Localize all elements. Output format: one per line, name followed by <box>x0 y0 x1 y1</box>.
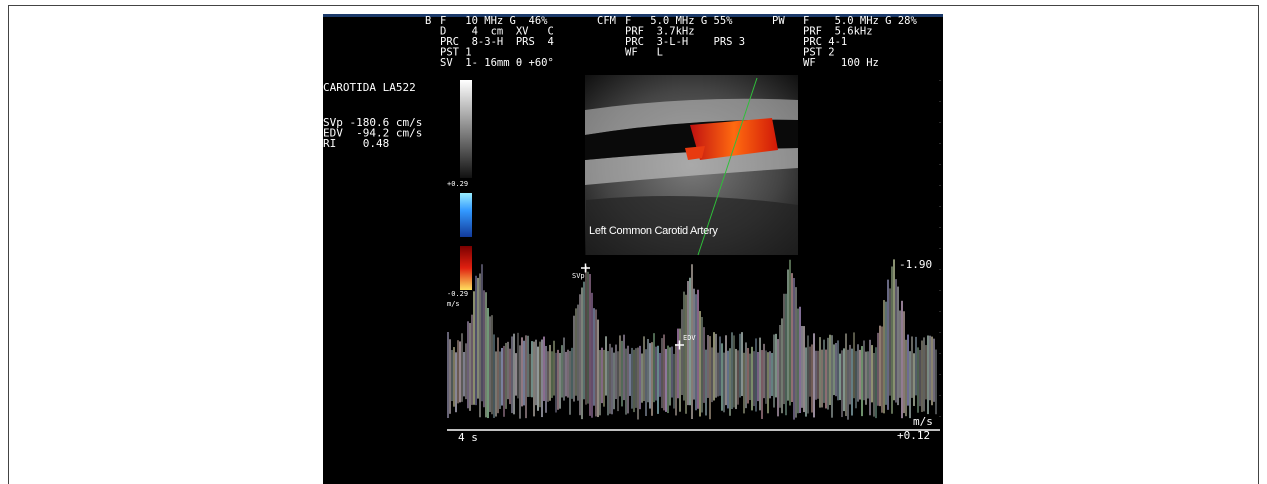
measurement: RI 0.48 <box>323 137 389 150</box>
velocity-bar-negative <box>460 193 472 237</box>
velocity-bar-positive <box>460 246 472 290</box>
mode-label: CFM <box>597 15 616 27</box>
probe-label: CAROTIDA LA522 <box>323 81 416 94</box>
scale-unit: m/s <box>447 300 460 308</box>
mode-setting: PRC 4-1 <box>803 36 847 48</box>
edv-marker-label: EDV <box>683 334 696 342</box>
top-strip <box>323 14 943 17</box>
caliper-markers <box>581 263 684 350</box>
time-scale: 4 s <box>458 431 478 444</box>
svp-marker-label: SVp <box>572 272 585 280</box>
mode-label: B <box>425 15 431 27</box>
frame <box>8 5 1259 484</box>
mode-label: PW <box>772 15 785 27</box>
mode-setting: WF 100 Hz <box>803 57 879 69</box>
scale-max: +0.29 <box>447 180 468 188</box>
gray-scale-bar <box>460 80 472 178</box>
mode-setting: F 10 MHz G 46% <box>440 15 548 27</box>
mode-setting: D 4 cm XV C <box>440 26 554 38</box>
mode-setting: PRF 5.6kHz <box>803 26 873 38</box>
mode-setting: F 5.0 MHz G 28% <box>803 15 917 27</box>
mode-setting: PST 2 <box>803 47 835 59</box>
measurement: EDV -94.2 cm/s <box>323 127 422 140</box>
measurement: SVp -180.6 cm/s <box>323 116 422 129</box>
velocity-unit: m/s <box>913 415 933 428</box>
velocity-baseline: +0.12 <box>897 429 930 442</box>
mode-setting: PRC 3-L-H PRS 3 <box>625 36 745 48</box>
mode-setting: PRF 3.7kHz <box>625 26 695 38</box>
mode-setting: PST 1 <box>440 47 472 59</box>
mode-setting: WF L <box>625 47 663 59</box>
mode-setting: PRC 8-3-H PRS 4 <box>440 36 554 48</box>
velocity-top: -1.90 <box>899 258 932 271</box>
scale-min: -0.29 <box>447 290 468 298</box>
spectral-doppler <box>447 259 937 420</box>
b-mode-image <box>585 75 798 256</box>
mode-setting: F 5.0 MHz G 55% <box>625 15 733 27</box>
image-label: Left Common Carotid Artery <box>589 225 718 237</box>
mode-setting: SV 1- 16mm θ +60° <box>440 57 554 69</box>
